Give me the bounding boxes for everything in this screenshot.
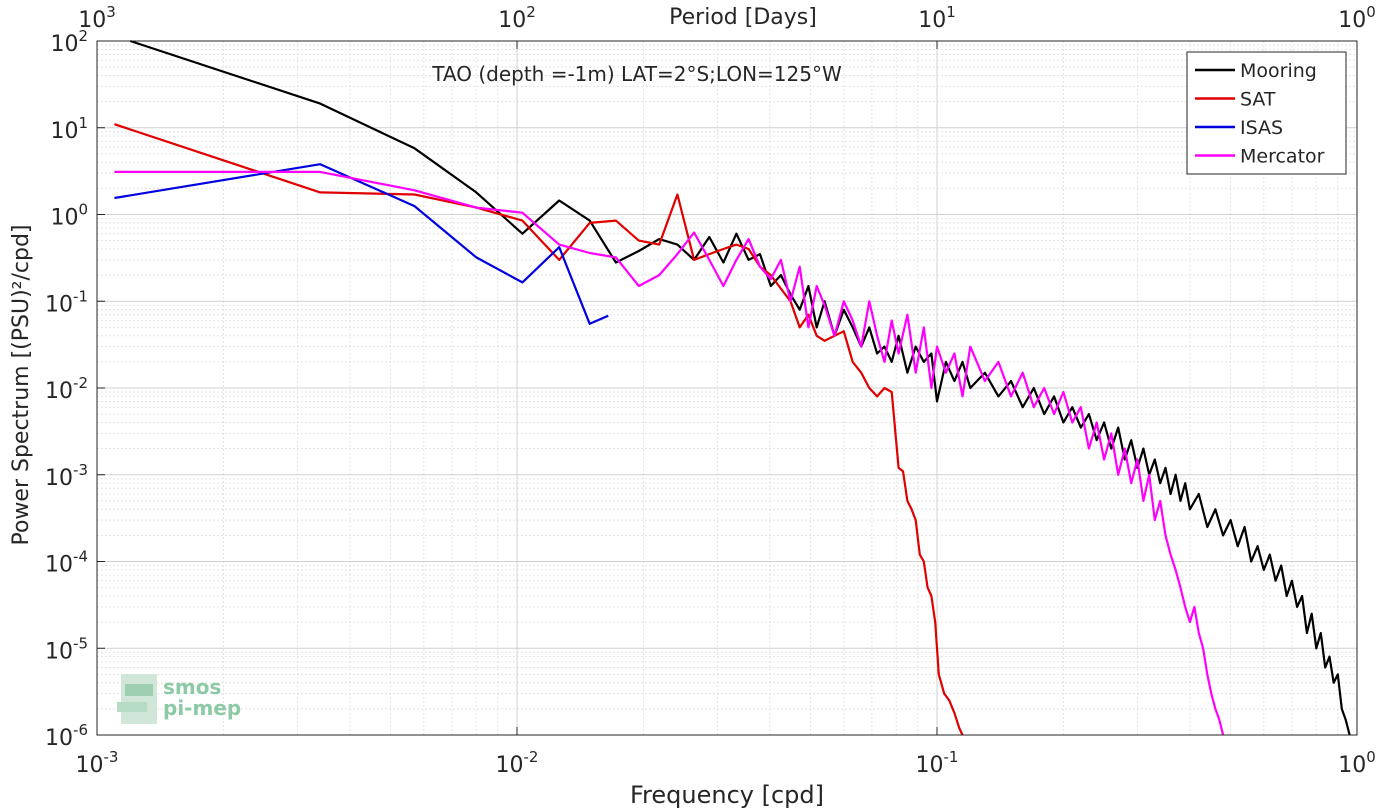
logo-text-pimep: pi-mep xyxy=(163,696,241,720)
logo: smos pi-mep xyxy=(117,674,241,724)
legend-box xyxy=(1186,51,1347,175)
logo-mark-band xyxy=(125,684,153,696)
y-tick-label: 10-2 xyxy=(45,374,88,404)
series-line-mooring xyxy=(129,39,1351,736)
logo-mark-band xyxy=(117,702,147,712)
legend-label-sat: SAT xyxy=(1240,89,1276,111)
series-line-mercator xyxy=(114,170,1225,736)
top-tick-label: 103 xyxy=(78,3,116,33)
y-tick-label: 10-4 xyxy=(45,548,88,578)
x-tick-label: 10-2 xyxy=(496,748,539,778)
top-tick-label: 101 xyxy=(918,3,956,33)
x-tick-label: 10-1 xyxy=(916,748,959,778)
legend: Mooring SAT ISAS Mercator xyxy=(1186,51,1347,175)
series-line-isas xyxy=(114,163,609,325)
y-axis-label: Power Spectrum [(PSU)²/cpd] xyxy=(9,224,34,545)
x-tick-label: 10-3 xyxy=(76,748,119,778)
x-axis-label: Frequency [cpd] xyxy=(630,781,824,809)
y-tick-label: 10-3 xyxy=(45,461,88,491)
top-tick-label: 100 xyxy=(1338,3,1376,33)
y-tick-label: 10-6 xyxy=(45,721,88,751)
legend-label-mercator: Mercator xyxy=(1240,146,1325,168)
y-tick-label: 100 xyxy=(50,201,88,231)
legend-label-mooring: Mooring xyxy=(1240,60,1317,82)
y-tick-label: 102 xyxy=(50,27,88,57)
logo-text-smos: smos xyxy=(163,675,221,699)
series-layer xyxy=(114,39,1351,736)
y-tick-label: 10-1 xyxy=(45,287,88,317)
series-line-sat xyxy=(114,123,964,736)
top-tick-label: 102 xyxy=(498,3,536,33)
logo-mark xyxy=(121,674,157,724)
grid xyxy=(96,41,1357,736)
legend-label-isas: ISAS xyxy=(1240,117,1283,139)
y-tick-label: 101 xyxy=(50,114,88,144)
chart-title: TAO (depth =-1m) LAT=2°S;LON=125°W xyxy=(431,62,842,86)
x-tick-label: 100 xyxy=(1338,748,1376,778)
y-tick-label: 10-5 xyxy=(45,634,88,664)
top-axis-label: Period [Days] xyxy=(669,5,817,30)
